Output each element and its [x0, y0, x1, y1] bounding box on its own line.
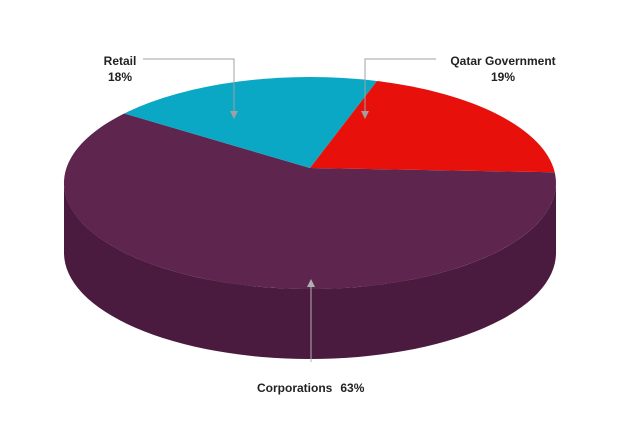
label-retail-percent: 18%: [108, 70, 132, 84]
leader-line-government: [361, 58, 436, 119]
label-corporations-name: Corporations: [257, 381, 333, 395]
leader-line-retail: [143, 58, 238, 119]
label-corporations: Corporations 63%: [257, 381, 365, 395]
label-retail-name: Retail: [104, 54, 137, 68]
label-corporations-percent: 63%: [340, 381, 364, 395]
pie-side-wall: [64, 183, 556, 359]
label-government-percent: 19%: [491, 70, 515, 84]
pie-slice-government: [310, 81, 555, 173]
label-government-name: Qatar Government: [450, 54, 555, 68]
pie-slice-retail: [124, 76, 377, 168]
pie-slice-corporations: [63, 113, 556, 290]
leader-line-corporations: [307, 279, 315, 362]
